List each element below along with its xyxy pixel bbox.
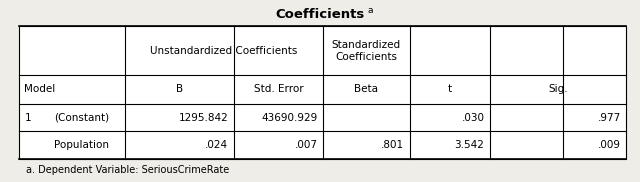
Text: a: a bbox=[368, 6, 374, 15]
Text: Model: Model bbox=[24, 84, 56, 94]
Text: a. Dependent Variable: SeriousCrimeRate: a. Dependent Variable: SeriousCrimeRate bbox=[26, 165, 229, 175]
Text: .009: .009 bbox=[598, 140, 621, 150]
Text: Beta: Beta bbox=[355, 84, 378, 94]
Text: Coefficients: Coefficients bbox=[275, 8, 365, 21]
Text: .007: .007 bbox=[295, 140, 318, 150]
Text: 3.542: 3.542 bbox=[454, 140, 484, 150]
Text: Sig.: Sig. bbox=[548, 84, 568, 94]
Text: Std. Error: Std. Error bbox=[253, 84, 303, 94]
Text: B: B bbox=[175, 84, 183, 94]
Text: .801: .801 bbox=[381, 140, 404, 150]
Text: 43690.929: 43690.929 bbox=[262, 113, 318, 122]
Text: .024: .024 bbox=[205, 140, 228, 150]
Text: t: t bbox=[447, 84, 452, 94]
Text: (Constant): (Constant) bbox=[54, 113, 109, 122]
Text: Unstandardized Coefficients: Unstandardized Coefficients bbox=[150, 46, 298, 56]
Text: 1: 1 bbox=[24, 113, 31, 122]
Bar bbox=[19, 26, 626, 159]
Text: 1295.842: 1295.842 bbox=[179, 113, 228, 122]
Text: .977: .977 bbox=[598, 113, 621, 122]
Text: .030: .030 bbox=[461, 113, 484, 122]
Text: Population: Population bbox=[54, 140, 109, 150]
Text: Standardized
Coefficients: Standardized Coefficients bbox=[332, 39, 401, 62]
